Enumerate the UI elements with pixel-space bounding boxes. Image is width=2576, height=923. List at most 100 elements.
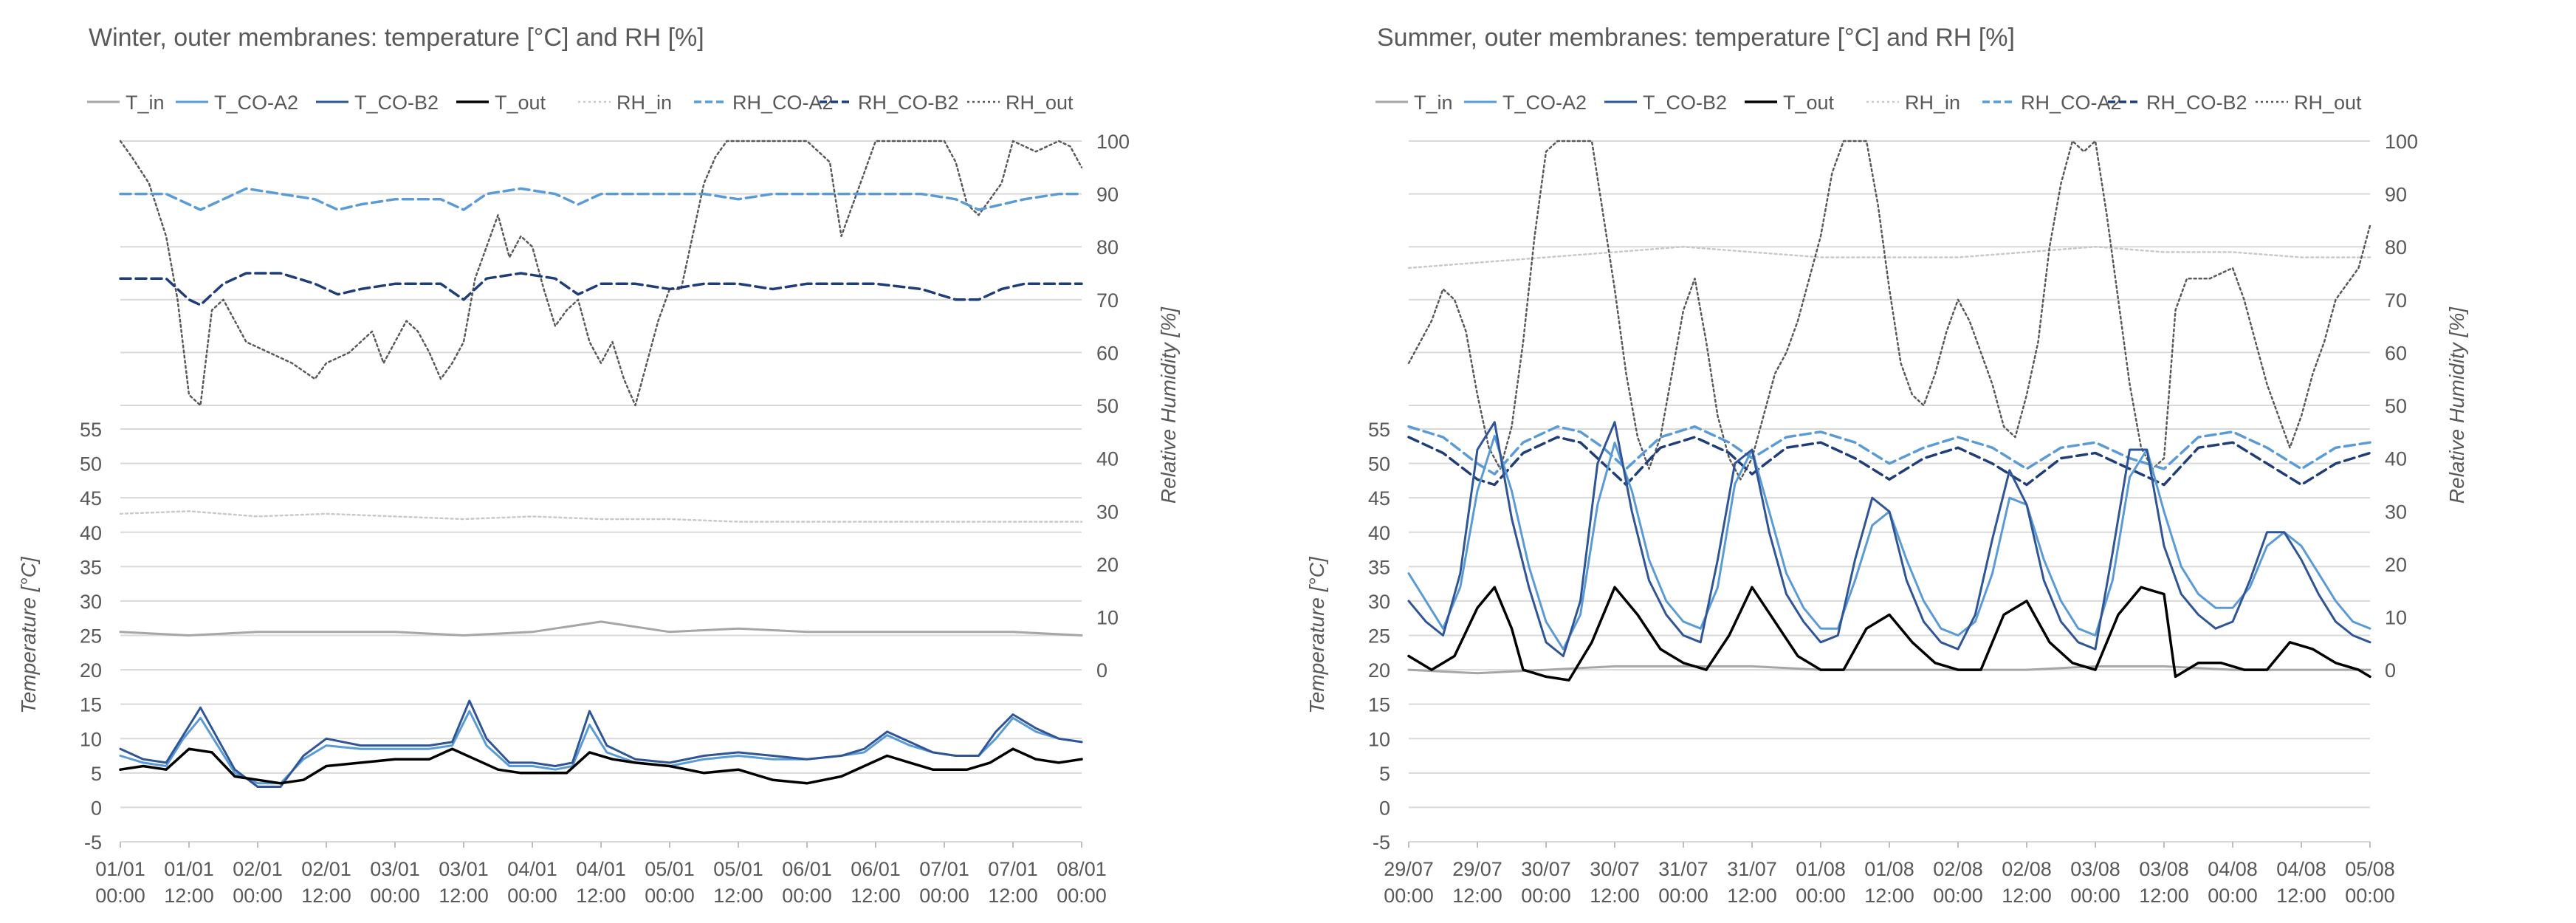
y-tick-label: 5 <box>1379 763 1390 785</box>
y-tick-label: 0 <box>91 797 102 819</box>
legend-label: RH_CO-B2 <box>2146 92 2247 114</box>
series-line-rh-in <box>119 510 1083 523</box>
y-tick-label: 10 <box>1368 728 1390 750</box>
legend-label: T_out <box>1783 92 1835 114</box>
x-tick-date: 03/08 <box>2070 858 2120 880</box>
x-tick-time: 00:00 <box>2070 885 2120 907</box>
y2-tick-label: 20 <box>2385 554 2407 576</box>
x-tick-date: 01/01 <box>95 858 145 880</box>
series-line-t-co-b2 <box>119 699 1083 788</box>
legend-label: RH_CO-A2 <box>2021 92 2122 114</box>
legend-label: T_in <box>1414 92 1453 114</box>
y-tick-label: 30 <box>80 591 102 613</box>
legend-item-rh-co-b2: RH_CO-B2 <box>820 92 959 114</box>
x-tick-date: 31/07 <box>1727 858 1777 880</box>
x-tick-time: 00:00 <box>2208 885 2258 907</box>
x-tick-time: 12:00 <box>2002 885 2052 907</box>
y-tick-label: 40 <box>80 522 102 544</box>
y2-tick-label: 90 <box>2385 184 2407 206</box>
x-tick-date: 07/01 <box>919 858 969 880</box>
y2-tick-label: 50 <box>2385 395 2407 417</box>
summer-series <box>1407 140 2371 682</box>
y-tick-label: 25 <box>80 625 102 648</box>
x-tick-date: 08/01 <box>1057 858 1107 880</box>
x-tick-date: 02/08 <box>2002 858 2052 880</box>
y-tick-label: 15 <box>1368 694 1390 716</box>
winter-chart: Winter, outer membranes: temperature [°C… <box>17 24 1180 907</box>
legend-label: RH_out <box>2294 92 2362 114</box>
winter-chart-title: Winter, outer membranes: temperature [°C… <box>89 24 704 52</box>
legend-label: T_CO-A2 <box>1502 92 1587 114</box>
winter-gridlines <box>120 140 1082 843</box>
legend-label: RH_CO-B2 <box>858 92 959 114</box>
y2-tick-label: 30 <box>2385 501 2407 523</box>
series-line-t-co-a2 <box>1407 434 2371 651</box>
y2-tick-label: 10 <box>1096 606 1119 628</box>
winter-legend: T_in T_CO-A2 T_CO-B2 T_out RH_in RH_CO-A2 RH_C… <box>87 92 1074 114</box>
x-tick-date: 30/07 <box>1521 858 1571 880</box>
y2-tick-label: 80 <box>2385 236 2407 258</box>
x-tick-date: 29/07 <box>1452 858 1502 880</box>
x-tick-time: 00:00 <box>1933 885 1983 907</box>
series-line-rh-co-b2 <box>119 272 1083 306</box>
series-line-rh-co-a2 <box>1407 425 2371 476</box>
summer-y-axis-title: Temperature [°C] <box>1305 556 1328 714</box>
x-tick-date: 03/08 <box>2139 858 2189 880</box>
y2-tick-label: 0 <box>1096 659 1107 682</box>
winter-series <box>119 140 1083 788</box>
x-tick-time: 00:00 <box>919 885 969 907</box>
summer-gridlines <box>1409 140 2370 843</box>
y2-tick-label: 0 <box>2385 659 2396 682</box>
y-tick-label: 35 <box>1368 556 1390 578</box>
y-tick-label: 45 <box>1368 487 1390 509</box>
x-tick-date: 03/01 <box>439 858 489 880</box>
x-tick-time: 00:00 <box>233 885 283 907</box>
x-tick-date: 04/08 <box>2208 858 2258 880</box>
legend-item-rh-out: RH_out <box>967 92 1074 114</box>
x-tick-time: 00:00 <box>2345 885 2395 907</box>
legend-item-t-co-b2: T_CO-B2 <box>316 92 439 114</box>
legend-item-t-co-a2: T_CO-A2 <box>176 92 298 114</box>
y2-tick-label: 70 <box>1096 289 1119 312</box>
x-tick-date: 01/01 <box>164 858 214 880</box>
legend-item-t-in: T_in <box>87 92 165 114</box>
legend-item-rh-co-b2: RH_CO-B2 <box>2108 92 2247 114</box>
x-tick-date: 31/07 <box>1658 858 1708 880</box>
x-tick-time: 00:00 <box>1057 885 1107 907</box>
summer-y2-axis-title: Relative Humidity [%] <box>2445 306 2468 504</box>
x-tick-date: 05/01 <box>645 858 695 880</box>
legend-item-rh-co-a2: RH_CO-A2 <box>1982 92 2122 114</box>
x-tick-time: 12:00 <box>851 885 901 907</box>
x-tick-time: 12:00 <box>713 885 763 907</box>
series-line-rh-out <box>119 140 1083 407</box>
y-tick-label: 10 <box>80 728 102 750</box>
y-tick-label: 50 <box>1368 453 1390 476</box>
legend-label: T_in <box>126 92 165 114</box>
x-tick-date: 30/07 <box>1590 858 1640 880</box>
y2-tick-label: 100 <box>1096 131 1130 153</box>
y2-tick-label: 30 <box>1096 501 1119 523</box>
x-tick-time: 00:00 <box>1658 885 1708 907</box>
summer-chart-panel: Summer, outer membranes: temperature [°C… <box>1288 0 2576 923</box>
y2-tick-label: 80 <box>1096 236 1119 258</box>
series-line-rh-co-b2 <box>1407 436 2371 487</box>
y-tick-label: 50 <box>80 453 102 476</box>
y-tick-label: 0 <box>1379 797 1390 819</box>
y2-tick-label: 40 <box>2385 448 2407 470</box>
y2-tick-label: 40 <box>1096 448 1119 470</box>
legend-item-t-co-b2: T_CO-B2 <box>1604 92 1727 114</box>
y-tick-label: 25 <box>1368 625 1390 648</box>
winter-chart-panel: Winter, outer membranes: temperature [°C… <box>17 24 1180 907</box>
x-tick-time: 12:00 <box>301 885 351 907</box>
y-tick-label: 30 <box>1368 591 1390 613</box>
legend-item-t-in: T_in <box>1375 92 1453 114</box>
x-tick-date: 29/07 <box>1384 858 1434 880</box>
y-tick-label: 55 <box>80 419 102 441</box>
x-tick-time: 12:00 <box>1590 885 1640 907</box>
series-line-rh-in <box>1407 245 2371 270</box>
winter-y-axis-title: Temperature [°C] <box>17 556 40 714</box>
series-line-rh-out <box>1407 140 2371 481</box>
x-tick-time: 00:00 <box>507 885 557 907</box>
legend-item-t-out: T_out <box>456 92 546 114</box>
summer-chart-title: Summer, outer membranes: temperature [°C… <box>1377 24 2015 52</box>
